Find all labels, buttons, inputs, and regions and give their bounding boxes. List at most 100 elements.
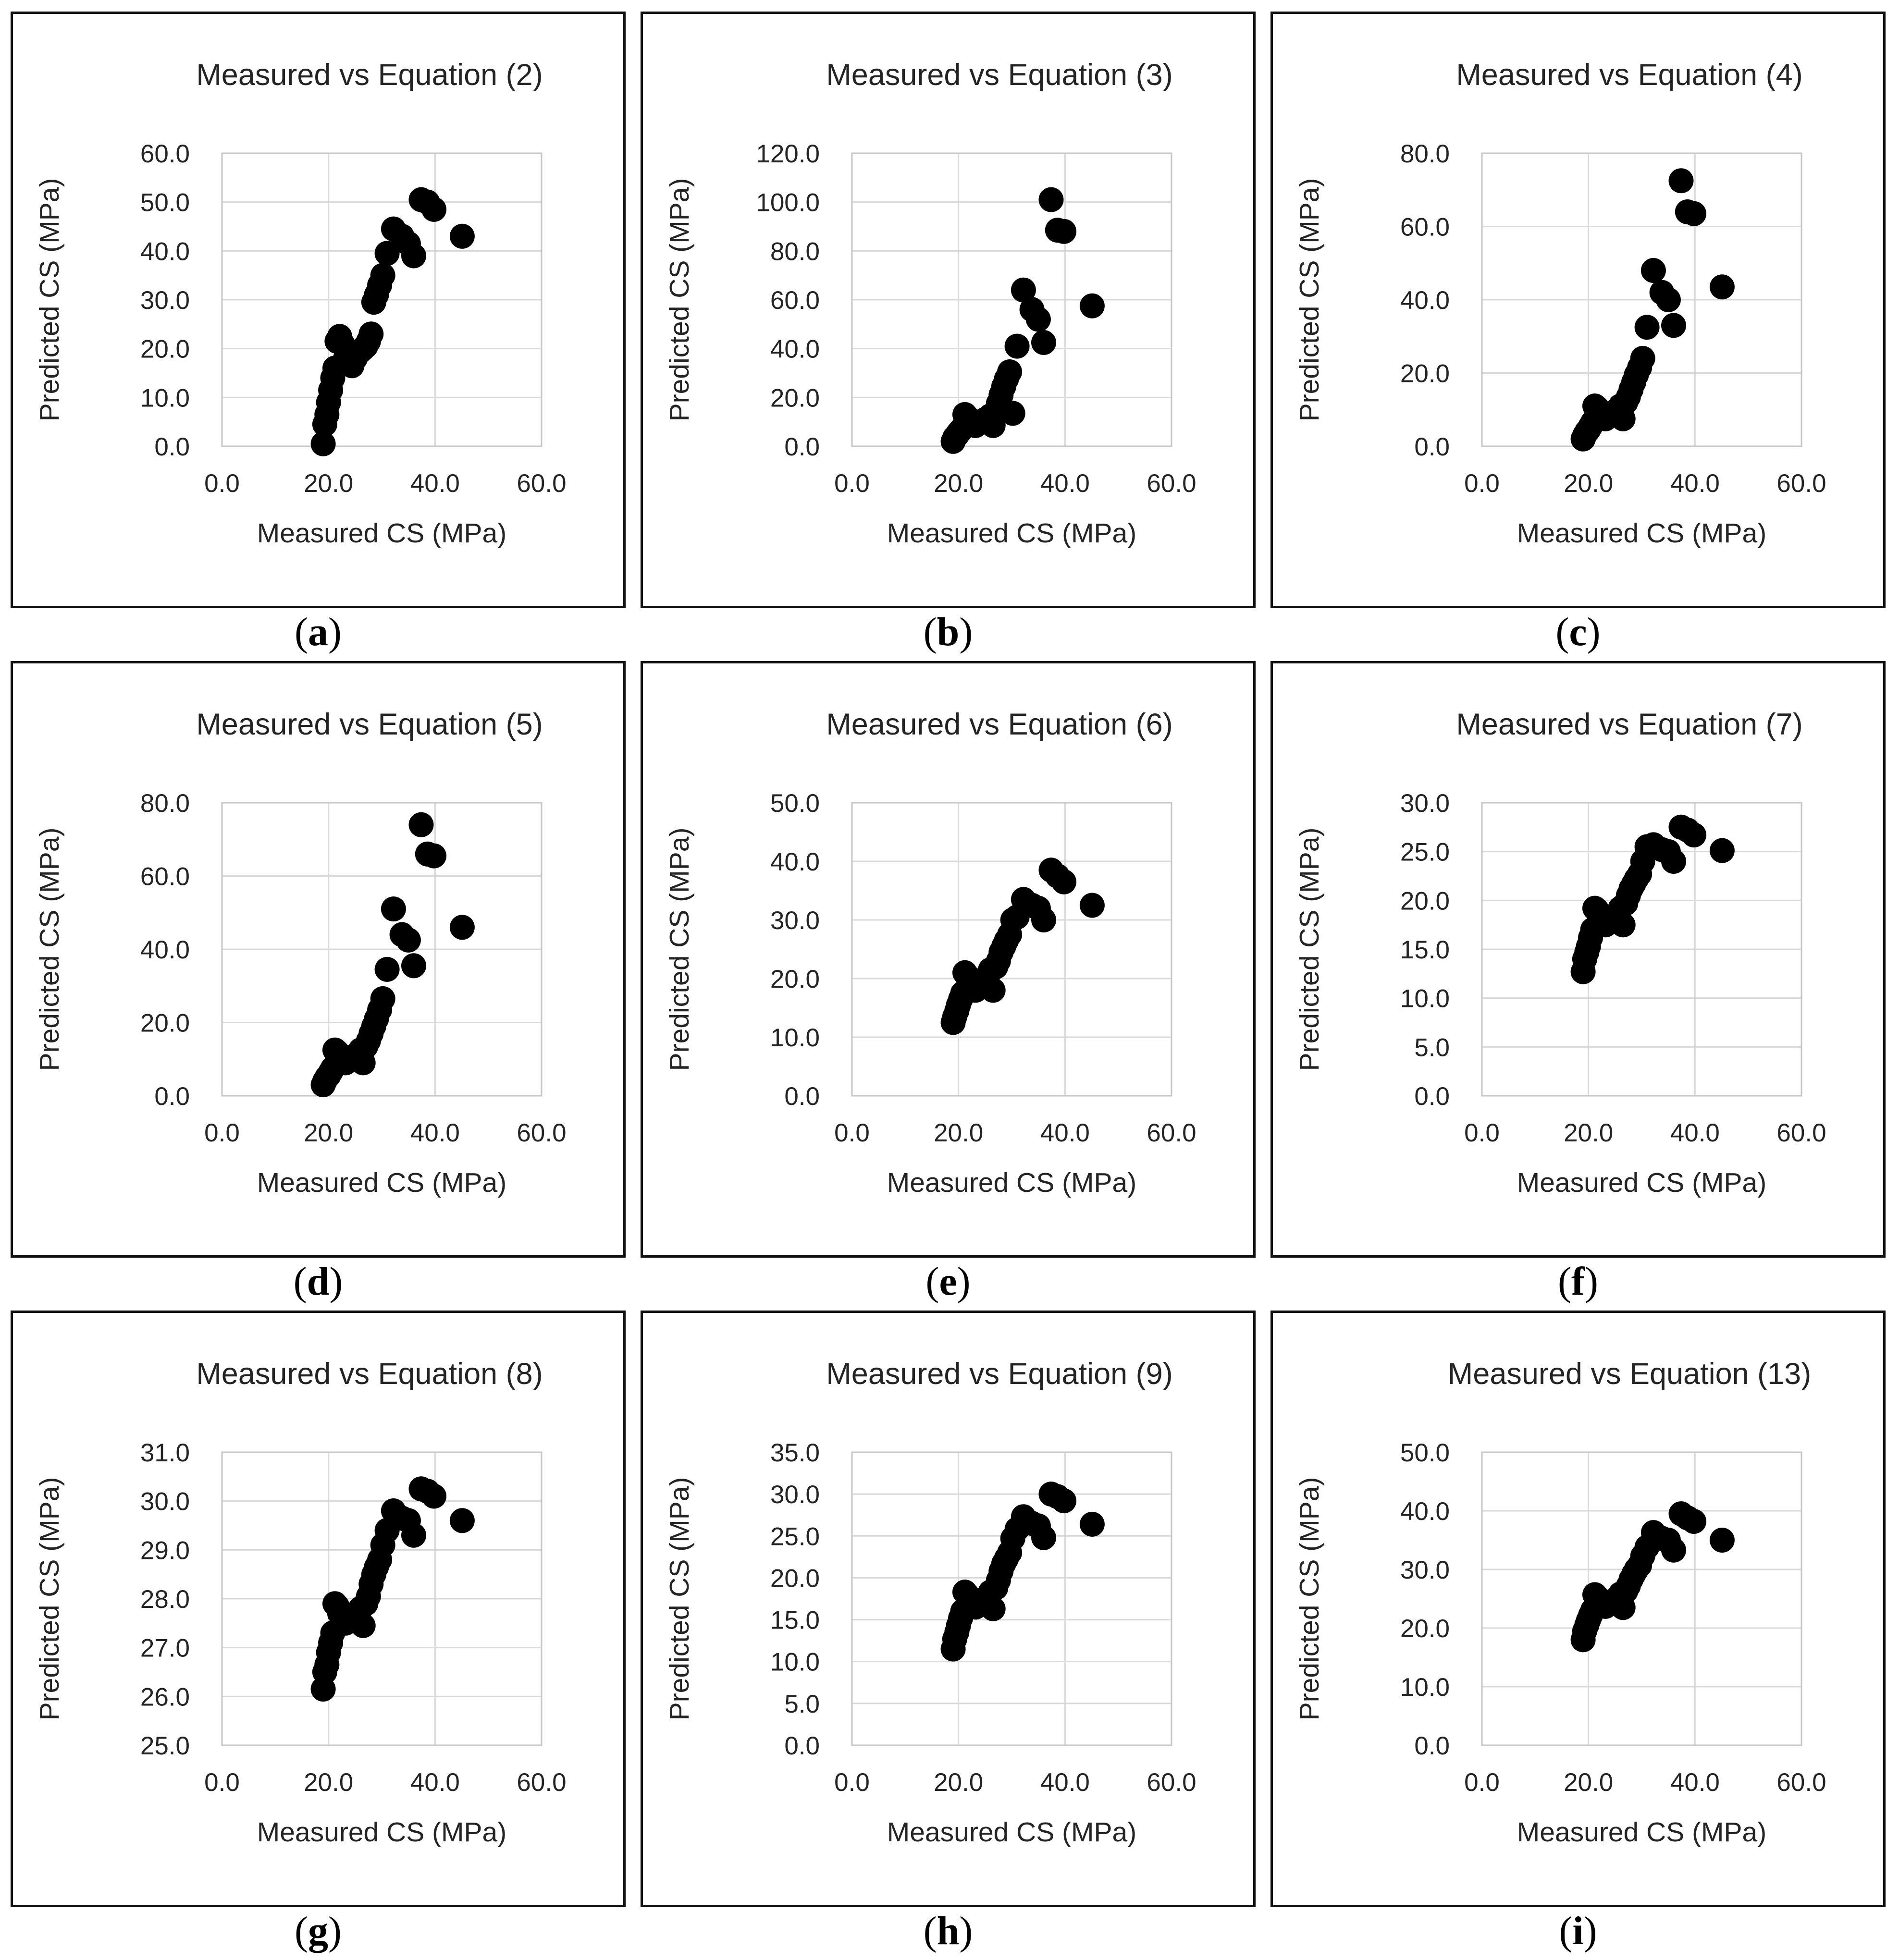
x-tick-label: 40.0 [1040,1768,1090,1797]
scatter-panel-c: Measured vs Equation (4) 0.0 20.0 40.0 60.0 8… [1270,12,1886,655]
chart-h: Measured vs Equation (9) 0.0 5.0 10.0 15.0 20… [664,1357,1196,1848]
chart-title: Measured vs Equation (4) [1456,58,1802,92]
panel-caption-letter: e [939,1259,957,1304]
data-point [1709,1528,1735,1553]
data-point [997,359,1023,384]
y-tick-label: 20.0 [770,1564,820,1592]
data-point [1640,258,1666,283]
y-tick-label: 0.0 [1414,433,1450,461]
y-axis-title: Predicted CS (MPa) [34,828,65,1071]
scatter-panel-b: Measured vs Equation (3) 0.0 20.0 40.0 60.0 8… [641,12,1256,655]
panel-caption-letter: g [308,1908,328,1953]
y-tick-label: 31.0 [140,1439,190,1467]
y-tick-label: 10.0 [770,1024,820,1052]
panel-caption-letter: f [1571,1259,1585,1304]
data-point [408,812,434,837]
data-point [1025,306,1051,332]
y-axis-title: Predicted CS (MPa) [1294,1477,1325,1721]
y-tick-label: 27.0 [140,1634,190,1663]
data-point [370,263,395,288]
data-point [1031,330,1056,355]
y-tick-label: 20.0 [1400,887,1450,915]
x-tick-label: 20.0 [304,1119,353,1147]
panel-caption-g: (g) [295,1908,342,1953]
scatter-panel-f: Measured vs Equation (7) 0.0 5.0 10.0 15.0 20… [1270,661,1886,1305]
data-point [370,986,395,1011]
panel-caption-letter: b [937,609,960,654]
x-tick-label: 0.0 [834,1768,870,1797]
x-tick-label: 40.0 [1670,469,1720,498]
chart-d: Measured vs Equation (5) 0.0 20.0 40.0 60.0 8… [34,708,567,1198]
chart-c: Measured vs Equation (4) 0.0 20.0 40.0 60.0 8… [1294,58,1826,549]
plot-area-border [851,152,1172,447]
x-tick-label: 60.0 [1147,1768,1196,1797]
x-tick-label: 40.0 [410,1119,460,1147]
x-tick-label: 20.0 [934,469,983,498]
x-tick-label: 60.0 [1776,469,1826,498]
y-tick-label: 30.0 [140,286,190,315]
chart-i: Measured vs Equation (13) 0.0 10.0 20.0 30.0… [1294,1357,1826,1848]
y-tick-label: 0.0 [784,1732,820,1760]
x-axis-title: Measured CS (MPa) [257,1817,507,1848]
y-axis-title: Predicted CS (MPa) [1294,178,1325,422]
chart-title: Measured vs Equation (7) [1456,708,1802,741]
x-tick-label: 0.0 [1464,469,1500,498]
y-axis-title: Predicted CS (MPa) [34,1477,65,1721]
plot-area-border [1481,1451,1802,1746]
scatter-panel-e: Measured vs Equation (6) 0.0 10.0 20.0 30.0 4… [641,661,1256,1305]
data-point [1079,1511,1105,1537]
chart-f: Measured vs Equation (7) 0.0 5.0 10.0 15.0 20… [1294,708,1826,1198]
x-tick-label: 0.0 [834,469,870,498]
y-tick-label: 30.0 [140,1488,190,1516]
data-point [350,1613,376,1638]
data-point [1681,201,1707,226]
data-point [1668,168,1694,194]
x-tick-label: 40.0 [410,1768,460,1797]
chart-frame-g: Measured vs Equation (8) 25.0 26.0 27.0 28.0… [11,1311,626,1907]
x-axis-title: Measured CS (MPa) [1517,1167,1767,1198]
plot-area-border [851,1451,1172,1746]
y-axis-title: Predicted CS (MPa) [664,178,695,422]
y-axis-title: Predicted CS (MPa) [664,1477,695,1721]
y-tick-label: 40.0 [140,237,190,266]
scatter-panel-a: Measured vs Equation (2) 0.0 10.0 20.0 30.0 4… [11,12,626,655]
data-point [1681,822,1707,848]
data-point [1661,313,1686,338]
y-tick-label: 60.0 [140,863,190,891]
y-tick-label: 25.0 [140,1732,190,1760]
y-tick-label: 0.0 [1414,1732,1450,1760]
data-point [401,1522,426,1548]
chart-frame-a: Measured vs Equation (2) 0.0 10.0 20.0 30.0 4… [11,12,626,608]
y-tick-label: 30.0 [770,1481,820,1509]
figure-grid: Measured vs Equation (2) 0.0 10.0 20.0 30.0 4… [11,12,1887,1960]
data-point [1681,1509,1707,1534]
data-point [1004,333,1030,359]
y-tick-label: 120.0 [756,140,820,168]
x-tick-label: 0.0 [1464,1768,1500,1797]
y-tick-label: 20.0 [770,965,820,993]
data-point [980,978,1006,1003]
y-tick-label: 80.0 [770,237,820,266]
data-point [401,243,426,269]
x-tick-label: 60.0 [517,1119,566,1147]
y-tick-label: 30.0 [770,906,820,935]
y-tick-label: 0.0 [1414,1082,1450,1111]
x-tick-label: 40.0 [410,469,460,498]
data-point [395,927,421,953]
data-point [374,241,400,266]
y-tick-label: 20.0 [1400,360,1450,388]
y-tick-label: 80.0 [1400,140,1450,168]
y-axis-title: Predicted CS (MPa) [34,178,65,422]
scatter-panel-h: Measured vs Equation (9) 0.0 5.0 10.0 15.0 20… [641,1311,1256,1954]
y-tick-label: 15.0 [1400,936,1450,964]
y-tick-label: 30.0 [1400,1556,1450,1584]
data-point [1709,274,1735,300]
y-tick-label: 40.0 [1400,286,1450,315]
x-tick-label: 20.0 [1564,1768,1613,1797]
data-point [401,953,426,979]
y-tick-label: 50.0 [1400,1439,1450,1467]
panel-caption-d: (d) [293,1259,343,1304]
data-point [374,956,400,982]
chart-frame-h: Measured vs Equation (9) 0.0 5.0 10.0 15.0 20… [641,1311,1256,1907]
x-tick-label: 20.0 [1564,1119,1613,1147]
